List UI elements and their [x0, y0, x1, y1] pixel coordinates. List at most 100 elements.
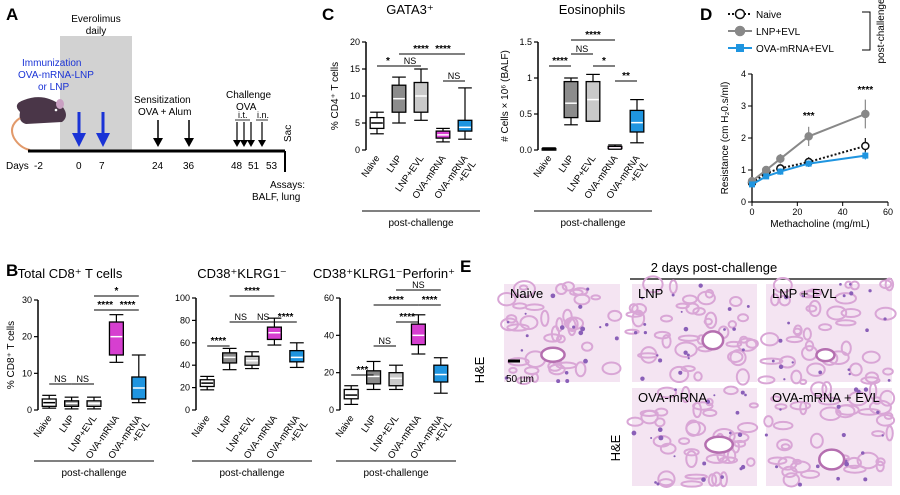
y-tick-label: 3 — [741, 101, 746, 111]
alveolus — [826, 305, 848, 321]
x-axis-label: post-challenge — [363, 468, 428, 479]
y-tick-label: 30 — [22, 295, 32, 305]
box-3 — [388, 372, 404, 387]
alveolus — [693, 371, 703, 382]
box-2 — [366, 370, 382, 385]
data-point — [777, 168, 784, 175]
category-label-part: Naive — [32, 413, 55, 439]
alveolus — [704, 311, 718, 330]
alveolus — [864, 371, 880, 384]
y-tick-label: 2 — [741, 133, 746, 143]
nucleus — [815, 464, 820, 469]
alveolus — [782, 472, 801, 488]
nucleus — [656, 354, 659, 357]
significance-label: NS — [257, 312, 270, 322]
alveolus — [799, 290, 819, 299]
alveolus — [601, 361, 622, 376]
category-label-part: LNP — [557, 153, 577, 174]
everolimus-shade — [60, 36, 132, 151]
alveolus — [697, 290, 716, 306]
significance-label: * — [386, 56, 390, 67]
alveolus — [702, 408, 718, 417]
alveolus — [818, 323, 833, 332]
nucleus — [683, 350, 688, 355]
nucleus — [650, 436, 653, 439]
box-5 — [629, 109, 645, 133]
x-axis-label: post-challenge — [560, 218, 625, 229]
significance-label: *** — [803, 111, 815, 122]
nucleus — [818, 370, 823, 375]
alveolus — [840, 307, 862, 319]
nucleus — [849, 282, 852, 286]
in-label: i.n. — [257, 110, 269, 120]
alveolus — [882, 367, 894, 376]
histology-label: OVA-mRNA — [638, 390, 707, 405]
nucleus — [572, 325, 576, 329]
alveolus — [677, 334, 701, 342]
nucleus — [504, 376, 509, 380]
alveolus — [642, 275, 664, 294]
nucleus — [764, 433, 768, 437]
nucleus — [658, 435, 664, 441]
nucleus — [656, 482, 660, 486]
nucleus — [586, 287, 590, 291]
y-tick-label: 10 — [350, 91, 360, 101]
nucleus — [783, 378, 786, 381]
alveolus — [658, 478, 674, 487]
nucleus — [746, 304, 750, 308]
alveolus — [745, 338, 759, 349]
alveolus — [834, 292, 857, 305]
alveolus — [543, 333, 563, 343]
nucleus — [737, 432, 743, 438]
nucleus — [771, 359, 775, 363]
everolimus-line-2: daily — [86, 26, 107, 37]
data-point — [776, 154, 785, 164]
immunization-line-3: or LNP — [38, 82, 69, 93]
chart-title: Eosinophils — [559, 2, 626, 17]
nucleus — [732, 327, 736, 331]
challenge-line-1: Challenge — [226, 90, 271, 101]
alveolus — [835, 319, 857, 327]
x-tick-label: 0 — [749, 207, 754, 217]
significance-label: NS — [576, 44, 589, 54]
nucleus — [778, 364, 784, 370]
nucleus — [787, 321, 790, 325]
alveolus — [680, 386, 691, 404]
category-label: Naive — [360, 153, 383, 179]
legend-marker — [734, 8, 746, 20]
alveolus — [790, 369, 803, 385]
day-label: 51 — [248, 161, 260, 172]
alveolus — [561, 281, 575, 292]
nucleus — [683, 326, 689, 332]
panel-b-letter: B — [6, 261, 18, 280]
alveolus — [653, 330, 671, 340]
box-3 — [413, 81, 429, 113]
alveolus — [746, 457, 756, 468]
nucleus — [614, 336, 619, 341]
histology-label: OVA-mRNA + EVL — [772, 390, 880, 405]
alveolus — [631, 309, 646, 328]
y-tick-label: 0 — [27, 405, 32, 415]
alveolus — [581, 341, 594, 352]
nucleus — [678, 370, 683, 375]
x-axis-label: Methacholine (mg/mL) — [770, 219, 869, 230]
data-point — [861, 141, 870, 151]
alveolus — [836, 404, 860, 416]
significance-label: **** — [120, 300, 136, 311]
nucleus — [849, 291, 854, 296]
alveolus — [518, 284, 529, 291]
scale-label: 50 µm — [506, 374, 534, 385]
alveolus — [736, 337, 758, 352]
legend-marker — [736, 44, 744, 52]
category-label: LNP — [57, 413, 77, 434]
nucleus — [801, 294, 805, 298]
significance-label: NS — [448, 71, 461, 81]
alveolus — [860, 376, 881, 385]
days-label: Days — [6, 161, 29, 172]
category-label: LNP — [385, 153, 405, 174]
alveolus — [817, 396, 841, 406]
box-5 — [457, 119, 473, 132]
nucleus — [836, 476, 840, 481]
x-axis-label: post-challenge — [219, 468, 284, 479]
